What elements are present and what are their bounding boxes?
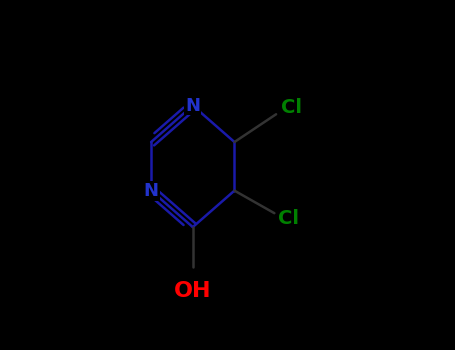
Text: N: N bbox=[144, 182, 159, 199]
Text: Cl: Cl bbox=[281, 98, 302, 117]
Text: Cl: Cl bbox=[278, 209, 299, 228]
Text: N: N bbox=[185, 97, 200, 114]
Text: OH: OH bbox=[174, 281, 212, 301]
